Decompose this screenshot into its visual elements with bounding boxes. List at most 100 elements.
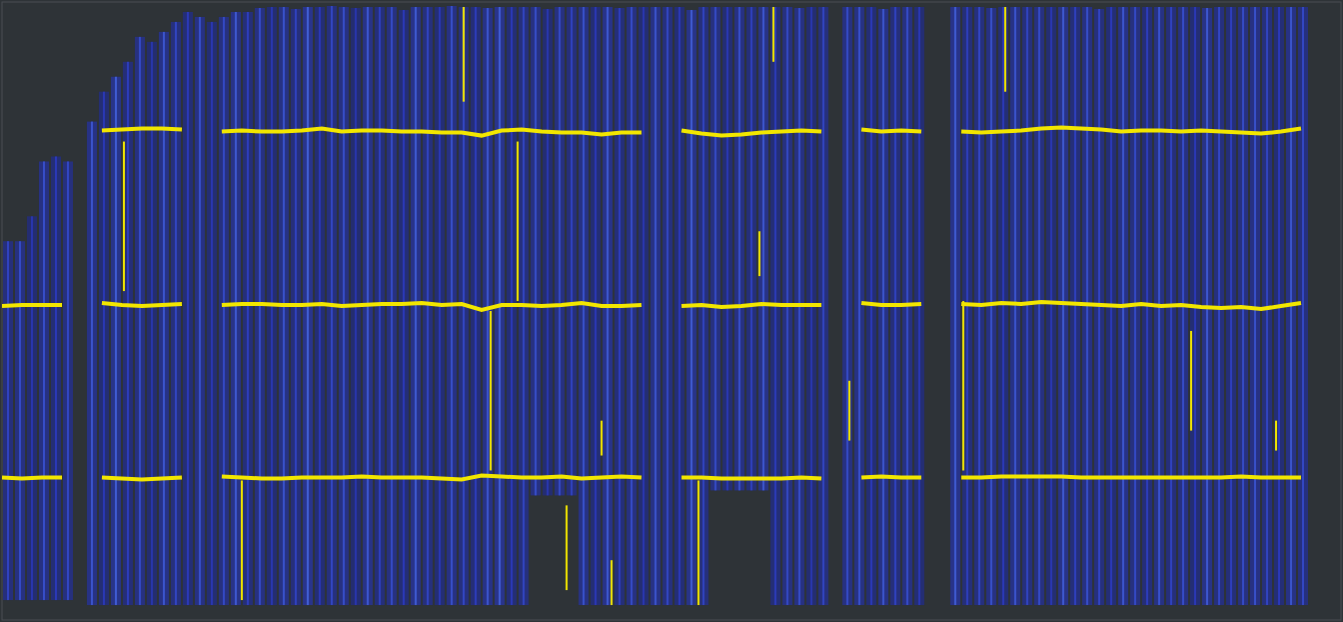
stripe-core bbox=[391, 7, 393, 605]
stripe bbox=[63, 161, 73, 600]
stripe-core bbox=[55, 157, 57, 601]
stripe-core bbox=[726, 7, 728, 490]
stripe bbox=[579, 7, 589, 605]
stripe-core bbox=[19, 241, 21, 600]
highlight bbox=[517, 142, 519, 301]
stripe-core bbox=[1038, 7, 1040, 605]
stripe-core bbox=[1074, 7, 1076, 605]
stripe-core bbox=[990, 8, 992, 605]
highlight bbox=[490, 311, 492, 470]
stripe bbox=[231, 12, 241, 605]
stripe-core bbox=[163, 32, 165, 605]
stripe-core bbox=[175, 22, 177, 605]
stripe-core bbox=[295, 9, 297, 605]
stripe bbox=[842, 7, 852, 605]
stripe bbox=[87, 122, 97, 605]
stripe bbox=[51, 157, 61, 601]
line bbox=[2, 302, 1301, 310]
highlight bbox=[1190, 331, 1192, 431]
stripe-core bbox=[187, 12, 189, 605]
stripe-core bbox=[115, 77, 117, 605]
stripe-core bbox=[199, 17, 201, 605]
stripe-core bbox=[535, 7, 537, 495]
stripe bbox=[543, 9, 553, 495]
stripe bbox=[123, 62, 133, 605]
highlight bbox=[601, 421, 603, 456]
stripe bbox=[758, 7, 768, 490]
stripe bbox=[291, 9, 301, 605]
stripe-core bbox=[103, 92, 105, 605]
chart bbox=[0, 0, 1343, 622]
stripe bbox=[1298, 7, 1308, 605]
stripe bbox=[99, 92, 109, 605]
stripe bbox=[998, 7, 1008, 605]
stripe-core bbox=[139, 37, 141, 605]
stripe-core bbox=[1026, 7, 1028, 605]
stripe bbox=[423, 7, 433, 605]
stripe-core bbox=[882, 9, 884, 605]
highlight bbox=[848, 381, 850, 441]
stripe-core bbox=[643, 7, 645, 605]
plot-frame bbox=[2, 2, 1341, 620]
stripe bbox=[1034, 7, 1044, 605]
stripe bbox=[135, 37, 145, 605]
stripe bbox=[1046, 7, 1056, 605]
highlight bbox=[1275, 421, 1277, 451]
stripe-core bbox=[223, 17, 225, 605]
stripe-core bbox=[1062, 7, 1064, 605]
stripe bbox=[207, 22, 217, 605]
stripe bbox=[183, 12, 193, 605]
stripe-core bbox=[31, 216, 33, 600]
stripe bbox=[1010, 7, 1020, 605]
stripe-core bbox=[667, 7, 669, 605]
stripe-core bbox=[403, 10, 405, 605]
stripe bbox=[243, 12, 253, 605]
stripe bbox=[159, 32, 169, 605]
stripe bbox=[15, 241, 25, 600]
stripe bbox=[171, 22, 181, 605]
stripe-core bbox=[415, 7, 417, 605]
stripe-core bbox=[1050, 7, 1052, 605]
stripe-core bbox=[7, 241, 9, 600]
stripe-core bbox=[1098, 9, 1100, 605]
stripe-core bbox=[714, 7, 716, 490]
stripe bbox=[1022, 7, 1032, 605]
stripe-core bbox=[858, 7, 860, 605]
stripe-core bbox=[571, 7, 573, 495]
stripe-core bbox=[67, 161, 69, 600]
stripe-core bbox=[762, 7, 764, 490]
stripe-core bbox=[750, 7, 752, 490]
highlight bbox=[772, 7, 774, 62]
stripe-core bbox=[247, 12, 249, 605]
stripe bbox=[710, 7, 720, 490]
stripe bbox=[411, 7, 421, 605]
stripe-core bbox=[655, 7, 657, 605]
stripe-core bbox=[583, 7, 585, 605]
stripe-core bbox=[1302, 7, 1304, 605]
stripe-core bbox=[1002, 7, 1004, 605]
stripe bbox=[3, 241, 13, 600]
stripe bbox=[854, 7, 864, 605]
highlight bbox=[1004, 7, 1006, 92]
stripe bbox=[746, 7, 756, 490]
plot-area bbox=[2, 6, 1308, 605]
stripe-core bbox=[259, 8, 261, 605]
stripe-core bbox=[822, 7, 824, 605]
stripe-core bbox=[1014, 7, 1016, 605]
highlight bbox=[611, 560, 613, 605]
stripe bbox=[878, 9, 888, 605]
stripe bbox=[147, 42, 157, 605]
line bbox=[2, 476, 1301, 480]
stripe bbox=[663, 7, 673, 605]
stripe bbox=[399, 10, 409, 605]
stripe bbox=[531, 7, 541, 495]
stripe bbox=[195, 17, 205, 605]
highlight bbox=[241, 480, 243, 600]
stripe bbox=[111, 77, 121, 605]
stripe-core bbox=[954, 7, 956, 605]
stripe-core bbox=[127, 62, 129, 605]
stripe bbox=[567, 7, 577, 495]
stripe-core bbox=[151, 42, 153, 605]
stripe bbox=[950, 7, 960, 605]
highlight bbox=[962, 301, 964, 470]
